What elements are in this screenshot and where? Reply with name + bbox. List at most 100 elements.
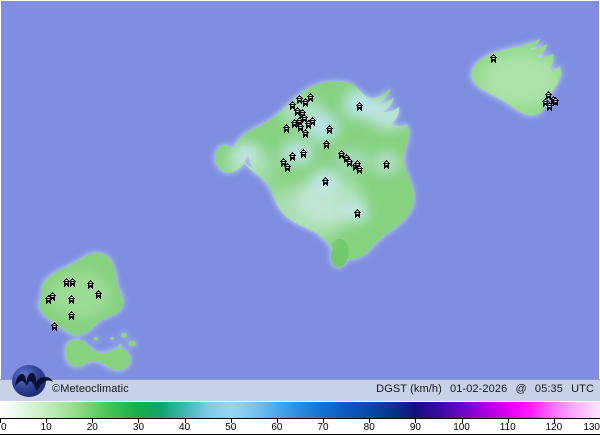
legend[interactable]: 0 10 20 30 40 50 60 70 80 90 100 110 120 130 [0, 401, 600, 435]
station-marker[interactable] [295, 94, 303, 102]
legend-tick [276, 419, 278, 423]
legend-tick [553, 419, 555, 423]
station-marker[interactable] [48, 291, 56, 299]
legend-tick-label: 10 [40, 422, 52, 433]
station-marker[interactable] [293, 106, 301, 114]
station-marker-center [298, 124, 302, 128]
station-marker-center [70, 279, 74, 283]
station-marker-center [301, 150, 305, 154]
legend-tick-label: 80 [363, 422, 375, 433]
station-marker[interactable] [325, 124, 333, 132]
station-marker-center [302, 115, 306, 119]
station-marker[interactable] [67, 310, 75, 318]
station-marker[interactable] [489, 53, 497, 61]
legend-tick [46, 419, 48, 423]
legend-tick-label: 90 [409, 422, 421, 433]
station-marker-center [357, 103, 361, 107]
at-symbol: @ [515, 383, 527, 395]
station-marker[interactable] [50, 321, 58, 329]
station-marker-center [347, 159, 351, 163]
station-marker[interactable] [94, 289, 102, 297]
station-marker-center [327, 126, 331, 130]
status-bar: ©Meteoclimatic DGST (km/h) 01-02-2026 @ … [0, 379, 600, 401]
date-label: 01-02-2026 [450, 383, 508, 395]
legend-tick-label: 120 [545, 422, 563, 433]
station-marker[interactable] [322, 139, 330, 147]
station-marker[interactable] [301, 128, 309, 136]
meteoclimatic-logo[interactable] [8, 358, 54, 404]
legend-tick [461, 419, 463, 423]
station-marker-center [303, 99, 307, 103]
legend-tick [323, 419, 325, 423]
station-marker[interactable] [295, 116, 303, 124]
station-marker[interactable] [299, 148, 307, 156]
station-marker[interactable] [304, 119, 312, 127]
station-marker-center [96, 291, 100, 295]
station-marker-center [285, 164, 289, 168]
station-marker[interactable] [355, 101, 363, 109]
station-marker-center [324, 141, 328, 145]
station-marker-center [357, 166, 361, 170]
parameter-label: DGST (km/h) [376, 383, 442, 395]
station-marker[interactable] [301, 97, 309, 105]
station-marker[interactable] [279, 157, 287, 165]
station-marker[interactable] [321, 176, 329, 184]
station-marker[interactable] [337, 149, 345, 157]
legend-tick [92, 419, 94, 423]
station-marker[interactable] [308, 116, 316, 124]
station-marker[interactable] [353, 208, 361, 216]
map-vector-layer [38, 39, 561, 371]
station-marker[interactable] [342, 153, 350, 161]
station-marker-center [290, 153, 294, 157]
station-marker[interactable] [288, 151, 296, 159]
station-marker-center [52, 323, 56, 327]
legend-color-bar[interactable] [0, 402, 600, 418]
station-marker[interactable] [345, 157, 353, 165]
station-marker[interactable] [44, 294, 52, 302]
station-marker[interactable] [306, 92, 314, 100]
station-marker[interactable] [549, 95, 557, 103]
map-info-label: DGST (km/h) 01-02-2026 @ 05:35 UTC [371, 383, 594, 395]
station-marker-center [303, 130, 307, 134]
windfield-menorca [480, 54, 560, 106]
station-marker-center [323, 178, 327, 182]
station-marker[interactable] [355, 164, 363, 172]
station-marker[interactable] [353, 159, 361, 167]
station-marker[interactable] [351, 161, 359, 169]
station-marker-center [292, 120, 296, 124]
station-marker[interactable] [545, 101, 553, 109]
station-marker[interactable] [86, 279, 94, 287]
station-marker[interactable] [288, 100, 296, 108]
station-marker[interactable] [283, 162, 291, 170]
station-marker[interactable] [68, 277, 76, 285]
legend-tick-label: 100 [453, 422, 470, 433]
copyright-label: ©Meteoclimatic [52, 383, 129, 395]
station-marker[interactable] [551, 96, 559, 104]
station-marker[interactable] [298, 108, 306, 116]
station-marker-center [355, 210, 359, 214]
station-marker-center [46, 296, 50, 300]
station-marker[interactable] [62, 277, 70, 285]
station-marker-center [69, 296, 73, 300]
station-marker[interactable] [541, 97, 549, 105]
legend-tick-label: 110 [499, 422, 516, 433]
station-marker-center [491, 55, 495, 59]
station-marker[interactable] [382, 159, 390, 167]
station-marker[interactable] [300, 113, 308, 121]
logo-wave-glyph [15, 373, 53, 391]
station-marker-center [290, 102, 294, 106]
legend-tick [369, 419, 371, 423]
station-marker-center [64, 279, 68, 283]
station-marker[interactable] [544, 90, 552, 98]
station-marker[interactable] [67, 294, 75, 302]
station-marker[interactable] [296, 122, 304, 130]
legend-tick [184, 419, 186, 423]
time-label: 05:35 [534, 383, 563, 395]
windfield-ibiza [48, 271, 112, 319]
station-marker-center [553, 98, 557, 102]
map-canvas[interactable] [0, 0, 600, 379]
legend-tick [138, 419, 140, 423]
station-marker[interactable] [282, 123, 290, 131]
legend-tick-label: 30 [132, 422, 145, 433]
station-marker[interactable] [290, 118, 298, 126]
